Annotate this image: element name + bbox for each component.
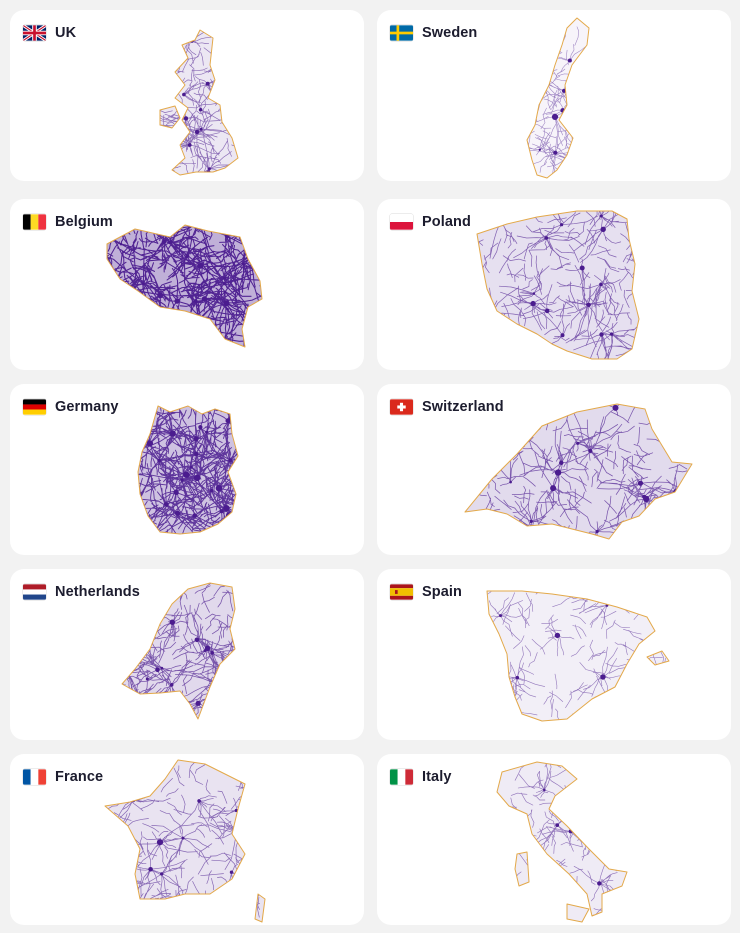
netherlands-flag-icon [23,584,46,600]
card-germany: Germany [10,384,364,555]
card-netherlands: Netherlands [10,569,364,740]
country-name: France [55,769,104,785]
switzerland-map [464,403,693,540]
country-name: Belgium [55,214,113,230]
switzerland-flag-icon [390,399,413,415]
card-sweden: Sweden [377,10,731,181]
card-switzerland: Switzerland [377,384,731,555]
uk-map [159,29,239,176]
country-name: Italy [422,769,452,785]
spain-flag-icon [390,584,413,600]
italy-flag-icon [390,769,413,785]
country-name: Sweden [422,25,478,41]
netherlands-map [121,582,236,720]
france-flag-icon [23,769,46,785]
spain-map [486,590,670,722]
card-belgium: Belgium [10,199,364,370]
card-spain: Spain [377,569,731,740]
italy-map [496,761,628,923]
country-name: Poland [422,214,471,230]
country-name: Spain [422,584,462,600]
germany-map [137,405,239,535]
sweden-map [526,17,590,179]
card-uk: UK [10,10,364,181]
country-name: Netherlands [55,584,140,600]
sweden-flag-icon [390,25,413,41]
card-poland: Poland [377,199,731,370]
belgium-flag-icon [23,214,46,230]
country-name: Germany [55,399,119,415]
belgium-map [106,224,263,348]
france-map [104,759,266,923]
country-name: UK [55,25,77,41]
country-name: Switzerland [422,399,504,415]
germany-flag-icon [23,399,46,415]
poland-map [476,210,640,360]
poland-flag-icon [390,214,413,230]
uk-flag-icon [23,25,46,41]
card-france: France [10,754,364,925]
card-italy: Italy [377,754,731,925]
